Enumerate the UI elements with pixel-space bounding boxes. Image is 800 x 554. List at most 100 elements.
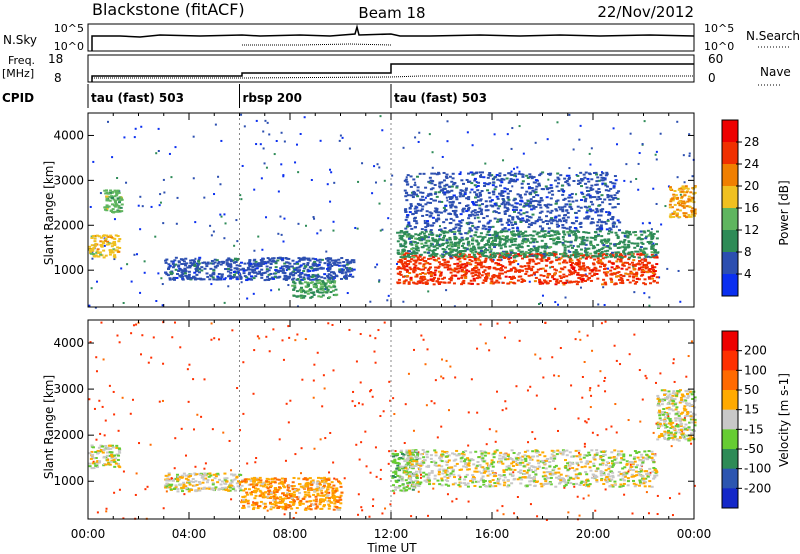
power-data-cell	[564, 181, 568, 184]
power-data-cell	[409, 242, 413, 245]
power-data-cell	[596, 261, 600, 264]
power-data-cell	[271, 257, 275, 260]
power-data-cell	[613, 194, 617, 197]
power-data-cell	[349, 261, 353, 264]
power-data-cell	[187, 275, 191, 278]
power-data-cell	[114, 191, 118, 194]
power-data-cell	[176, 272, 180, 275]
power-data-cell	[165, 273, 169, 276]
velocity-noise-cell	[374, 337, 377, 340]
power-data-cell	[528, 186, 532, 189]
power-data-cell	[473, 248, 477, 251]
power-noise-cell	[459, 171, 462, 174]
velocity-noise-cell	[667, 415, 670, 418]
power-data-cell	[585, 255, 589, 258]
power-noise-cell	[275, 139, 278, 142]
power-data-cell	[689, 191, 693, 194]
power-data-cell	[551, 275, 555, 278]
power-data-cell	[556, 199, 560, 202]
power-data-cell	[401, 245, 405, 248]
power-data-cell	[520, 242, 524, 245]
power-data-cell	[319, 286, 323, 289]
power-data-cell	[615, 271, 619, 274]
power-data-cell	[505, 230, 509, 233]
velocity-noise-cell	[134, 493, 137, 496]
velocity-data-cell	[319, 483, 323, 486]
velocity-noise-cell	[536, 515, 539, 518]
power-data-cell	[543, 279, 547, 282]
power-data-cell	[411, 212, 415, 215]
power-data-cell	[413, 269, 417, 272]
velocity-data-cell	[182, 485, 186, 488]
power-data-cell	[308, 259, 312, 262]
power-data-cell	[461, 256, 465, 259]
power-data-cell	[562, 198, 566, 201]
power-data-cell	[503, 203, 507, 206]
power-data-cell	[584, 279, 588, 282]
velocity-noise-cell	[590, 394, 593, 397]
power-data-cell	[479, 262, 483, 265]
velocity-noise-cell	[627, 419, 630, 422]
velocity-noise-cell	[496, 509, 499, 512]
power-data-cell	[458, 267, 462, 270]
power-data-cell	[524, 230, 528, 233]
power-data-cell	[213, 261, 217, 264]
power-data-cell	[306, 263, 310, 266]
velocity-noise-cell	[382, 410, 385, 413]
power-data-cell	[589, 256, 593, 259]
power-data-cell	[499, 192, 503, 195]
power-data-cell	[565, 255, 569, 258]
power-noise-cell	[329, 168, 332, 171]
power-data-cell	[547, 232, 551, 235]
power-data-cell	[675, 214, 679, 217]
power-data-cell	[485, 215, 489, 218]
power-data-cell	[689, 200, 693, 203]
power-data-cell	[444, 218, 448, 221]
power-data-cell	[407, 282, 411, 285]
power-data-cell	[229, 263, 233, 266]
power-data-cell	[466, 209, 470, 212]
power-data-cell	[560, 206, 564, 209]
power-data-cell	[398, 281, 402, 284]
power-data-cell	[465, 204, 469, 207]
power-data-cell	[428, 201, 432, 204]
velocity-noise-cell	[529, 385, 532, 388]
power-data-cell	[566, 231, 570, 234]
power-data-cell	[545, 234, 549, 237]
power-data-cell	[94, 242, 98, 245]
velocity-noise-cell	[668, 497, 671, 500]
power-data-cell	[571, 262, 575, 265]
power-data-cell	[515, 178, 519, 181]
power-data-cell	[556, 172, 560, 175]
power-data-cell	[573, 232, 577, 235]
power-noise-cell	[658, 276, 661, 279]
power-data-cell	[628, 263, 632, 266]
power-data-cell	[402, 275, 406, 278]
power-noise-cell	[332, 220, 335, 223]
velocity-noise-cell	[131, 398, 134, 401]
velocity-data-cell	[91, 455, 95, 458]
velocity-noise-cell	[656, 494, 659, 497]
power-data-cell	[290, 265, 294, 268]
power-data-cell	[415, 252, 419, 255]
velocity-data-cell	[117, 449, 121, 452]
power-data-cell	[209, 267, 213, 270]
power-data-cell	[549, 261, 553, 264]
power-data-cell	[489, 204, 493, 207]
power-data-cell	[175, 276, 179, 279]
power-data-cell	[246, 266, 250, 269]
power-data-cell	[508, 245, 512, 248]
power-data-cell	[483, 276, 487, 279]
power-data-cell	[458, 195, 462, 198]
power-data-cell	[472, 245, 476, 248]
power-data-cell	[326, 267, 330, 270]
power-data-cell	[627, 240, 631, 243]
power-data-cell	[616, 258, 620, 261]
power-data-cell	[465, 264, 469, 267]
power-data-cell	[413, 192, 417, 195]
power-data-cell	[457, 229, 461, 232]
power-data-cell	[574, 237, 578, 240]
power-data-cell	[506, 270, 510, 273]
power-data-cell	[212, 269, 216, 272]
velocity-noise-cell	[614, 403, 617, 406]
